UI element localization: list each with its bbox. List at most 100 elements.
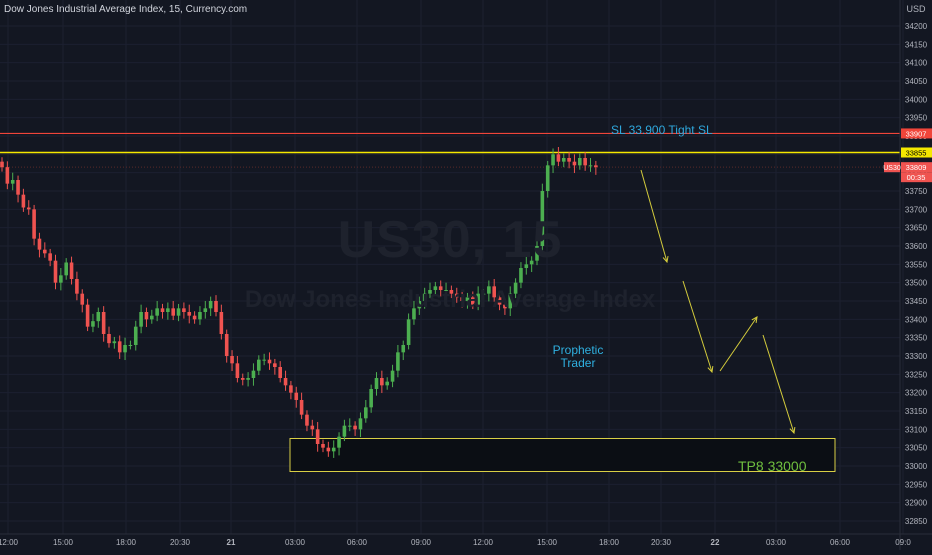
projection-arrow (640, 169, 668, 263)
last-price-tag: 33809 (906, 163, 927, 172)
candle-body (508, 293, 513, 309)
projection-arrow (719, 316, 758, 372)
candle-body (406, 319, 411, 345)
candle-body (128, 345, 133, 346)
candle-body (551, 154, 555, 166)
price-tick-label: 33050 (905, 444, 928, 453)
candle-body (385, 381, 389, 386)
candle-body (187, 312, 192, 316)
candle-body (305, 414, 309, 426)
candle-body (5, 167, 10, 184)
candles (0, 147, 598, 458)
candle-body (144, 312, 149, 320)
candle-body (438, 286, 443, 290)
countdown-tag-bg (901, 172, 932, 183)
candle-body (390, 370, 395, 382)
target-zone (289, 438, 836, 472)
candle-body (133, 326, 138, 345)
projection-arrow (682, 280, 713, 373)
candle-body (556, 154, 561, 162)
candle-body (198, 312, 202, 320)
candle-body (53, 260, 58, 283)
candle-body (59, 275, 63, 283)
time-tick-label: 18:00 (599, 538, 620, 547)
target-zone-box (289, 438, 836, 472)
watermark-symbol: US30, 15 (337, 211, 563, 269)
candle-body (594, 165, 598, 168)
candle-body (26, 207, 31, 210)
candle-body (310, 425, 315, 430)
candle-body (315, 429, 320, 444)
candle-body (374, 378, 379, 389)
candle-body (535, 246, 539, 261)
time-tick-label: 12:00 (0, 538, 19, 547)
candle-body (235, 363, 240, 378)
candle-body (176, 308, 181, 316)
candle-body (519, 268, 523, 283)
candle-body (203, 308, 208, 312)
price-tick-label: 34150 (905, 40, 928, 49)
candle-body (380, 378, 384, 386)
time-tick-label: 03:00 (285, 538, 306, 547)
sl-annotation[interactable]: SL 33.900 Tight SL (611, 123, 713, 137)
candle-body (37, 238, 42, 250)
time-tick-label: 15:00 (537, 538, 558, 547)
symbol-tag: US30 (883, 165, 901, 172)
candle-body (572, 161, 577, 166)
time-tick-label: 21 (227, 538, 236, 547)
time-tick-label: 22 (711, 538, 720, 547)
time-tick-label: 06:00 (830, 538, 851, 547)
candle-body (182, 308, 186, 312)
candle-body (112, 341, 117, 344)
candle-body (155, 308, 159, 316)
price-tick-label: 34000 (905, 95, 928, 104)
candle-body (289, 385, 293, 393)
candle-body (513, 282, 518, 294)
candle-body (567, 158, 571, 162)
candle-body (364, 407, 368, 419)
candle-body (449, 290, 454, 294)
projection-arrow (762, 334, 795, 434)
tp-annotation[interactable]: TP8 33000 (738, 458, 807, 474)
projection-arrows (640, 169, 796, 435)
candle-body (32, 209, 36, 239)
time-tick-label: 12:00 (473, 538, 494, 547)
price-tick-label: 33550 (905, 260, 928, 269)
candle-body (85, 304, 90, 327)
candle-body (214, 301, 218, 312)
arrow-head (662, 256, 669, 264)
candle-body (476, 293, 480, 305)
candle-body (428, 290, 432, 294)
price-tick-label: 32850 (905, 517, 928, 526)
candle-body (561, 158, 566, 162)
candle-body (224, 334, 229, 356)
candle-body (529, 260, 534, 265)
price-axis: USD3420034150341003405034000339503390033… (899, 0, 928, 550)
yellow-price-tag-bg (901, 147, 932, 158)
price-tick-label: 33700 (905, 205, 928, 214)
candle-body (481, 293, 486, 295)
author-line-2: Trader (560, 356, 596, 370)
price-tick-label: 33650 (905, 224, 928, 233)
price-tick-label: 33150 (905, 407, 928, 416)
time-tick-label: 20:30 (170, 538, 191, 547)
candle-body (91, 321, 95, 327)
candle-body (401, 345, 406, 353)
time-tick-label: 09:00 (411, 538, 432, 547)
price-tick-label: 33450 (905, 297, 928, 306)
arrow-head (789, 426, 796, 435)
candle-body (123, 345, 127, 353)
candle-body (283, 378, 288, 386)
time-tick-label: 15:00 (53, 538, 74, 547)
author-annotation[interactable]: Prophetic Trader (540, 344, 616, 370)
candle-body (487, 286, 491, 294)
price-tick-label: 33250 (905, 370, 928, 379)
candle-body (0, 161, 4, 168)
candle-body (80, 293, 85, 305)
candle-body (273, 363, 277, 367)
symbol-tag-bg (884, 162, 900, 173)
candle-body (69, 262, 74, 279)
